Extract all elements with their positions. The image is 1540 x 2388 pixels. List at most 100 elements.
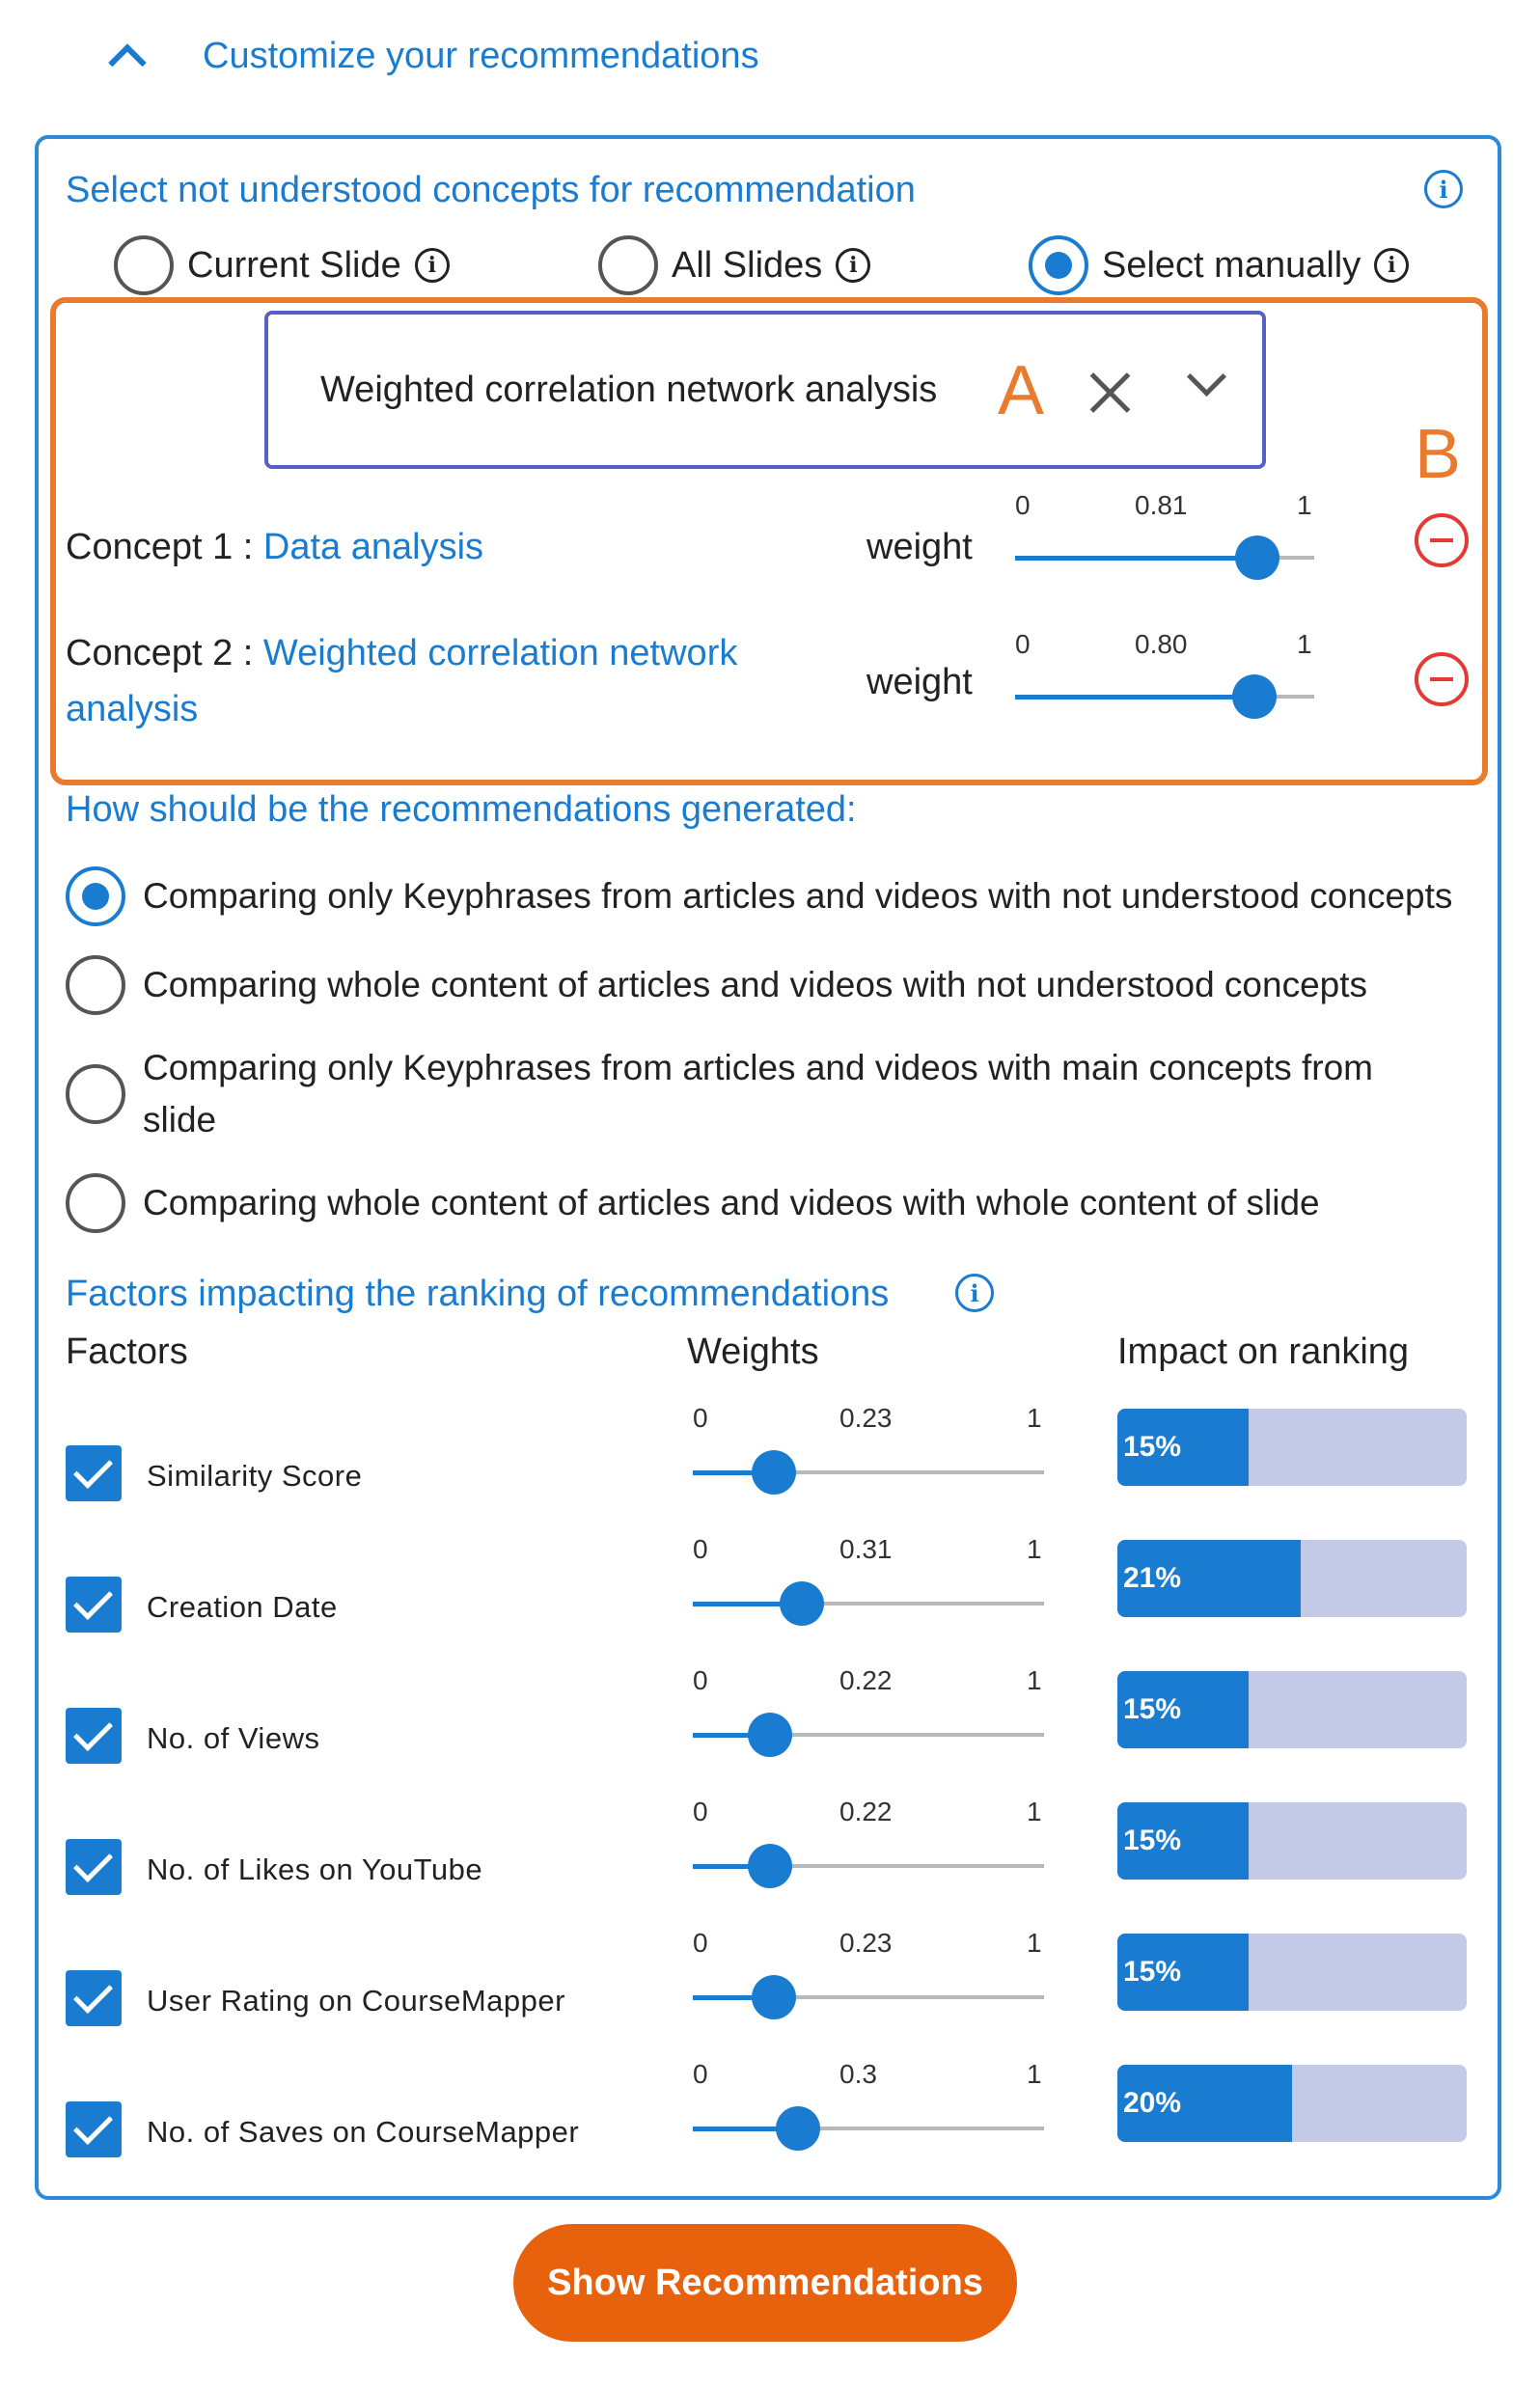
slider-max: 1 [1027, 1797, 1042, 1826]
slider-min: 0 [1015, 629, 1031, 659]
radio-select-manually[interactable] [1029, 235, 1088, 295]
impact-bar: 15% [1117, 1934, 1467, 2011]
slider-thumb[interactable] [748, 1844, 793, 1888]
method-label: Comparing only Keyphrases from articles … [143, 876, 1453, 916]
concepts-section-title: Select not understood concepts for recom… [66, 170, 916, 210]
radio-all-slides[interactable] [598, 235, 658, 295]
slider-value: 0.80 [1135, 629, 1188, 659]
slider-value: 0.22 [839, 1797, 893, 1826]
method-radio[interactable] [66, 866, 125, 926]
chevron-down-icon[interactable] [1185, 361, 1227, 403]
slider-thumb[interactable] [748, 1713, 793, 1757]
mode-label: Select manually [1102, 244, 1361, 286]
slider-min: 0 [693, 1797, 708, 1826]
impact-bar: 15% [1117, 1802, 1467, 1880]
method-label: Comparing whole content of articles and … [143, 1183, 1320, 1222]
slider-value: 0.81 [1135, 490, 1188, 520]
factor-checkbox[interactable] [66, 2101, 122, 2157]
remove-concept-button[interactable] [1415, 513, 1469, 567]
method-option-1[interactable]: Comparing only Keyphrases from articles … [66, 866, 1474, 926]
mode-label: All Slides [672, 244, 823, 286]
highlight-box [50, 297, 1488, 785]
slider-value: 0.31 [839, 1534, 893, 1564]
slider-track[interactable] [693, 1864, 1044, 1868]
concept-2-slider[interactable]: 0 0.80 1 [1015, 629, 1314, 726]
generation-section-title: How should be the recommendations genera… [66, 789, 857, 830]
method-radio[interactable] [66, 1064, 125, 1124]
slider-track[interactable] [693, 1733, 1044, 1737]
slider-thumb[interactable] [751, 1450, 796, 1495]
concept-2: Concept 2 : Weighted correlation network… [66, 625, 799, 737]
slider-fill [693, 1602, 802, 1606]
factor-weight-slider[interactable]: 0 0.31 1 [693, 1534, 1044, 1631]
collapse-header[interactable]: Customize your recommendations [104, 27, 759, 85]
method-radio[interactable] [66, 1173, 125, 1233]
slider-thumb[interactable] [776, 2106, 821, 2151]
slider-max: 1 [1027, 2059, 1042, 2089]
method-option-2[interactable]: Comparing whole content of articles and … [66, 955, 1474, 1015]
slider-value: 0.23 [839, 1928, 893, 1958]
concept-1-slider[interactable]: 0 0.81 1 [1015, 490, 1314, 587]
slider-thumb[interactable] [751, 1975, 796, 2019]
info-icon[interactable]: i [414, 248, 450, 283]
col-weights: Weights [687, 1331, 819, 1372]
annotation-b: B [1415, 416, 1462, 493]
impact-fill: 15% [1117, 1671, 1249, 1748]
customize-panel [35, 135, 1501, 2200]
factor-weight-slider[interactable]: 0 0.3 1 [693, 2059, 1044, 2155]
annotation-a: A [998, 352, 1045, 429]
concept-link[interactable]: Data analysis [262, 527, 484, 567]
info-icon[interactable]: i [1424, 170, 1463, 208]
clear-icon[interactable] [1088, 371, 1133, 415]
factor-label: No. of Saves on CourseMapper [147, 2115, 580, 2149]
mode-current-slide[interactable]: Current Slide i [114, 235, 450, 295]
impact-bar: 15% [1117, 1409, 1467, 1486]
slider-max: 1 [1027, 1534, 1042, 1564]
slider-value: 0.23 [839, 1403, 893, 1433]
mode-select-manually[interactable]: Select manually i [1029, 235, 1410, 295]
slider-fill [693, 1864, 771, 1869]
impact-bar: 20% [1117, 2065, 1467, 2142]
info-icon[interactable]: i [1374, 248, 1410, 283]
remove-concept-button[interactable] [1415, 652, 1469, 706]
show-recommendations-button[interactable]: Show Recommendations [513, 2224, 1017, 2342]
factor-weight-slider[interactable]: 0 0.23 1 [693, 1928, 1044, 2024]
impact-bar: 21% [1117, 1540, 1467, 1617]
info-icon[interactable]: i [836, 248, 871, 283]
concept-select[interactable]: Weighted correlation network analysis [264, 311, 1266, 469]
info-icon[interactable]: i [955, 1274, 994, 1312]
method-option-3[interactable]: Comparing only Keyphrases from articles … [66, 1042, 1436, 1146]
slider-track[interactable] [693, 1602, 1044, 1606]
slider-track[interactable] [693, 1995, 1044, 1999]
factor-label: No. of Views [147, 1721, 320, 1755]
slider-thumb[interactable] [1235, 535, 1280, 580]
factor-checkbox[interactable] [66, 1445, 122, 1501]
impact-fill: 15% [1117, 1409, 1249, 1486]
factor-weight-slider[interactable]: 0 0.22 1 [693, 1797, 1044, 1893]
factor-checkbox[interactable] [66, 1577, 122, 1633]
factor-label: Similarity Score [147, 1459, 363, 1493]
slider-value: 0.3 [839, 2059, 877, 2089]
factor-checkbox[interactable] [66, 1970, 122, 2026]
factor-checkbox[interactable] [66, 1839, 122, 1895]
factor-weight-slider[interactable]: 0 0.23 1 [693, 1403, 1044, 1499]
concept-prefix: Concept 2 : [66, 633, 263, 673]
select-value: Weighted correlation network analysis [320, 369, 938, 410]
slider-track[interactable] [693, 1470, 1044, 1474]
weight-label: weight [866, 662, 973, 702]
factor-checkbox[interactable] [66, 1708, 122, 1764]
chevron-up-icon[interactable] [104, 34, 149, 78]
slider-max: 1 [1027, 1403, 1042, 1433]
method-option-4[interactable]: Comparing whole content of articles and … [66, 1173, 1474, 1233]
slider-max: 1 [1297, 490, 1312, 520]
slider-thumb[interactable] [1232, 674, 1277, 719]
slider-fill [693, 1733, 771, 1738]
factor-weight-slider[interactable]: 0 0.22 1 [693, 1665, 1044, 1762]
mode-all-slides[interactable]: All Slides i [598, 235, 871, 295]
slider-track[interactable] [693, 2127, 1044, 2130]
method-radio[interactable] [66, 955, 125, 1015]
concept-link[interactable]: Weighted correlation network analysis [66, 633, 738, 729]
radio-current-slide[interactable] [114, 235, 174, 295]
slider-thumb[interactable] [779, 1581, 824, 1626]
slider-fill [693, 2127, 799, 2131]
